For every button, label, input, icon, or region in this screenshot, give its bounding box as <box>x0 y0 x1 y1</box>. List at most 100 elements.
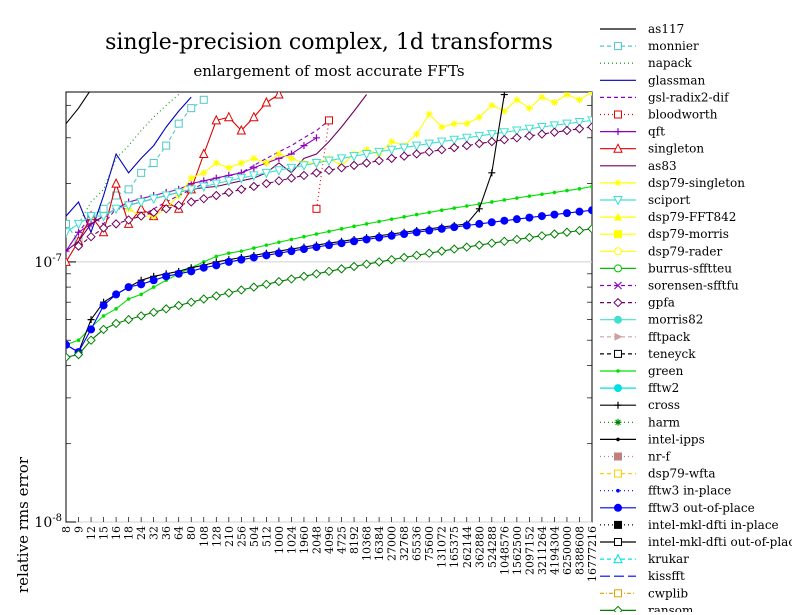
legend-label: glassman <box>648 73 706 87</box>
data-point <box>374 155 384 166</box>
data-point <box>186 185 197 196</box>
data-point <box>374 257 384 267</box>
data-point <box>224 111 234 122</box>
legend-label: krukar <box>648 552 689 566</box>
legend-label: ransom <box>648 603 694 612</box>
data-point <box>199 193 209 204</box>
legend-label: singleton <box>648 142 704 156</box>
data-point <box>187 104 196 113</box>
data-point <box>336 163 347 173</box>
legend-label: cwplib <box>648 586 688 600</box>
data-point <box>148 194 159 205</box>
data-point <box>114 307 118 311</box>
series-line <box>66 119 330 252</box>
data-point <box>527 194 532 198</box>
data-point <box>139 292 143 297</box>
data-point <box>439 208 444 213</box>
x-tick-label: 32768 <box>398 526 411 561</box>
data-point <box>212 261 221 270</box>
legend-swatch-marker <box>614 110 622 119</box>
data-point <box>399 143 409 154</box>
data-point <box>424 139 434 150</box>
data-point <box>475 113 483 121</box>
legend: as117 monnier napack glassman gsl-radix2-dif… <box>600 22 792 612</box>
data-point <box>98 212 109 222</box>
data-point <box>101 314 106 318</box>
data-point <box>286 163 297 174</box>
legend-swatch-marker <box>616 437 620 442</box>
data-point <box>349 152 359 162</box>
legend-swatch-marker <box>614 315 622 324</box>
legend-item: qft <box>600 125 665 139</box>
legend-item: fftpack <box>600 330 691 344</box>
data-point <box>111 318 121 329</box>
data-point <box>487 218 496 227</box>
data-point <box>250 164 258 172</box>
data-point <box>588 206 592 215</box>
legend-label: dsp79-wfta <box>648 467 716 481</box>
legend-label: harm <box>648 415 681 429</box>
data-point <box>173 188 184 199</box>
data-point <box>76 338 81 342</box>
x-tick-label: 524288 <box>486 526 499 568</box>
data-point <box>237 159 245 167</box>
x-tick-label: 256 <box>235 526 248 547</box>
data-point <box>227 251 231 256</box>
legend-label: gsl-radix2-dif <box>648 90 730 104</box>
data-point <box>437 246 447 256</box>
data-point <box>414 212 419 217</box>
data-point <box>236 184 247 195</box>
legend-item: fftw3 in-place <box>600 484 731 498</box>
legend-swatch-marker <box>613 297 623 308</box>
legend-item: gpfa <box>600 296 675 310</box>
series-dsp79-singleton <box>125 92 592 220</box>
data-point <box>224 288 234 298</box>
legend-label: cross <box>648 398 680 412</box>
data-point <box>75 228 83 236</box>
data-point <box>575 207 584 216</box>
data-point <box>274 249 283 258</box>
data-point <box>198 148 209 158</box>
data-point <box>149 276 158 285</box>
data-point <box>161 204 171 214</box>
data-point <box>123 314 134 325</box>
data-point <box>299 271 309 282</box>
data-point <box>124 185 133 194</box>
series-bloodworth <box>312 116 333 213</box>
data-point <box>413 130 421 138</box>
legend-item: dsp79-FFT842 <box>600 210 736 224</box>
data-point <box>411 250 422 261</box>
data-point <box>487 130 497 140</box>
data-point <box>214 254 219 259</box>
data-point <box>363 146 371 154</box>
x-tick-label: 210 <box>223 526 236 547</box>
series-line <box>78 126 592 247</box>
data-point <box>386 254 397 265</box>
data-point <box>99 301 108 310</box>
data-point <box>136 311 146 321</box>
x-tick-label: 65536 <box>411 526 424 561</box>
data-point <box>249 181 259 192</box>
legend-item: harm <box>600 415 681 429</box>
data-point <box>299 245 308 254</box>
data-point <box>412 228 421 237</box>
data-point <box>361 149 372 160</box>
data-point <box>286 274 297 284</box>
data-point <box>374 147 384 158</box>
legend-item: singleton <box>600 142 704 156</box>
data-point <box>474 138 484 149</box>
data-point <box>387 231 396 240</box>
legend-swatch-marker <box>616 369 620 373</box>
x-tick-label: 9 <box>73 526 86 533</box>
data-point <box>261 279 272 290</box>
data-point <box>427 210 431 215</box>
data-point <box>462 242 472 252</box>
legend-label: qft <box>648 125 665 139</box>
data-point <box>352 224 356 229</box>
x-tick-label: 16777216 <box>586 526 599 582</box>
data-point <box>474 240 484 250</box>
legend-swatch-marker <box>614 281 622 290</box>
data-point <box>236 124 247 135</box>
data-point <box>286 173 297 183</box>
